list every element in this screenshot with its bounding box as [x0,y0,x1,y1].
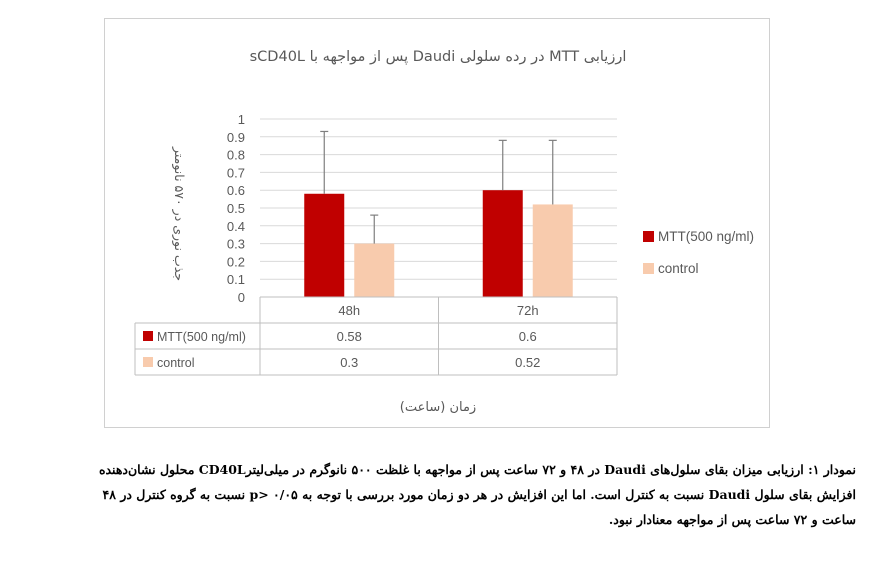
table-series-name: control [157,356,195,370]
legend-label: MTT(500 ng/ml) [658,229,754,244]
y-tick-label: 0.9 [227,130,245,145]
y-tick-label: 0.8 [227,148,245,163]
bar [532,204,573,297]
y-tick-label: 0.7 [227,165,245,180]
figure-caption: نمودار ۱: ارزیابی میزان بقای سلول‌های Da… [36,457,856,532]
y-tick-label: 0.6 [227,183,245,198]
bar [482,190,523,297]
x-category-label: 72h [517,303,539,318]
caption-line-1: نمودار ۱: ارزیابی میزان بقای سلول‌های Da… [98,462,856,477]
chart-frame: ارزیابی MTT در رده سلولی Daudi پس از موا… [104,18,770,428]
y-tick-label: 0.1 [227,272,245,287]
legend-swatch [643,263,654,274]
y-tick-label: 1 [238,112,245,127]
table-legend-key [143,331,153,341]
bar [304,193,345,297]
y-tick-label: 0.3 [227,237,245,252]
table-legend-key [143,357,153,367]
caption-line-2: افزایش بقای سلول Daudi نسبت به کنترل است… [102,487,856,502]
x-axis-title: زمان (ساعت) [400,400,476,415]
legend-swatch [643,231,654,242]
chart-title: ارزیابی MTT در رده سلولی Daudi پس از موا… [250,49,627,65]
y-tick-label: 0.5 [227,201,245,216]
bar [354,243,395,297]
data-label: 0.58 [337,329,362,344]
table-series-name: MTT(500 ng/ml) [157,330,246,344]
caption-line-3: ساعت و ۷۲ ساعت پس از مواجهه معنادار نبود… [608,512,856,527]
bar-chart: ارزیابی MTT در رده سلولی Daudi پس از موا… [134,49,754,415]
legend-label: control [658,261,699,276]
y-axis-title: جذب نوری در ۵۷۰ نانومتر [171,146,187,281]
y-tick-label: 0.2 [227,254,245,269]
data-label: 0.52 [515,355,540,370]
y-tick-label: 0.4 [227,219,245,234]
x-category-label: 48h [338,303,360,318]
data-label: 0.6 [519,329,537,344]
data-label: 0.3 [340,355,358,370]
y-tick-label: 0 [238,290,245,305]
